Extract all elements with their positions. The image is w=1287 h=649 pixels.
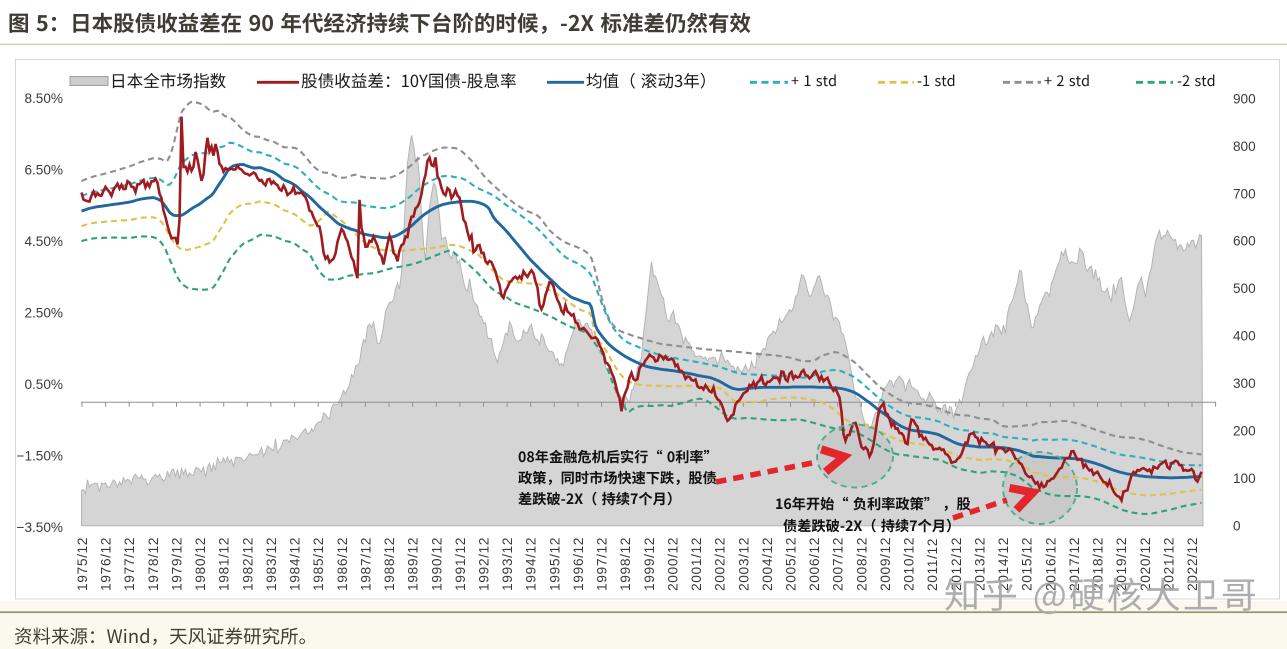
svg-text:1987/12: 1987/12 bbox=[358, 537, 373, 591]
svg-text:2022/12: 2022/12 bbox=[1185, 537, 1200, 591]
svg-text:1984/12: 1984/12 bbox=[288, 537, 303, 591]
svg-text:0: 0 bbox=[1233, 518, 1241, 533]
svg-text:1998/12: 1998/12 bbox=[618, 537, 633, 591]
svg-text:2013/12: 2013/12 bbox=[972, 537, 987, 591]
svg-text:1978/12: 1978/12 bbox=[146, 537, 161, 591]
svg-text:1996/12: 1996/12 bbox=[571, 537, 586, 591]
svg-text:2021/12: 2021/12 bbox=[1161, 537, 1176, 591]
svg-text:2009/12: 2009/12 bbox=[878, 537, 893, 591]
svg-text:6.50%: 6.50% bbox=[24, 162, 63, 177]
svg-text:1976/12: 1976/12 bbox=[99, 537, 114, 591]
svg-text:2015/12: 2015/12 bbox=[1020, 537, 1035, 591]
svg-text:1983/12: 1983/12 bbox=[264, 537, 279, 591]
svg-text:1988/12: 1988/12 bbox=[382, 537, 397, 591]
svg-text:600: 600 bbox=[1233, 234, 1256, 249]
svg-text:2005/12: 2005/12 bbox=[784, 537, 799, 591]
svg-text:2012/12: 2012/12 bbox=[949, 537, 964, 591]
svg-text:1980/12: 1980/12 bbox=[193, 537, 208, 591]
svg-text:400: 400 bbox=[1233, 329, 1256, 344]
svg-text:1989/12: 1989/12 bbox=[406, 537, 421, 591]
svg-text:1985/12: 1985/12 bbox=[311, 537, 326, 591]
svg-text:500: 500 bbox=[1233, 281, 1256, 296]
svg-text:200: 200 bbox=[1233, 424, 1256, 439]
svg-text:1982/12: 1982/12 bbox=[240, 537, 255, 591]
svg-text:1979/12: 1979/12 bbox=[170, 537, 185, 591]
svg-text:−1.50%: −1.50% bbox=[17, 449, 63, 464]
svg-text:2001/12: 2001/12 bbox=[689, 537, 704, 591]
svg-text:2020/12: 2020/12 bbox=[1138, 537, 1153, 591]
svg-text:1994/12: 1994/12 bbox=[524, 537, 539, 591]
svg-text:1977/12: 1977/12 bbox=[122, 537, 137, 591]
svg-text:1986/12: 1986/12 bbox=[335, 537, 350, 591]
svg-text:1981/12: 1981/12 bbox=[217, 537, 232, 591]
svg-text:2006/12: 2006/12 bbox=[807, 537, 822, 591]
svg-text:2014/12: 2014/12 bbox=[996, 537, 1011, 591]
svg-text:2004/12: 2004/12 bbox=[760, 537, 775, 591]
svg-text:1997/12: 1997/12 bbox=[595, 537, 610, 591]
svg-text:2007/12: 2007/12 bbox=[831, 537, 846, 591]
svg-text:300: 300 bbox=[1233, 376, 1256, 391]
svg-text:2019/12: 2019/12 bbox=[1114, 537, 1129, 591]
svg-text:1993/12: 1993/12 bbox=[500, 537, 515, 591]
svg-text:2017/12: 2017/12 bbox=[1067, 537, 1082, 591]
svg-text:2000/12: 2000/12 bbox=[665, 537, 680, 591]
svg-text:2016/12: 2016/12 bbox=[1043, 537, 1058, 591]
svg-text:2002/12: 2002/12 bbox=[713, 537, 728, 591]
svg-text:2003/12: 2003/12 bbox=[736, 537, 751, 591]
svg-text:8.50%: 8.50% bbox=[24, 91, 63, 106]
svg-text:2018/12: 2018/12 bbox=[1091, 537, 1106, 591]
svg-text:1991/12: 1991/12 bbox=[453, 537, 468, 591]
svg-text:1995/12: 1995/12 bbox=[547, 537, 562, 591]
svg-text:0.50%: 0.50% bbox=[24, 377, 63, 392]
svg-text:2010/12: 2010/12 bbox=[902, 537, 917, 591]
svg-text:700: 700 bbox=[1233, 186, 1256, 201]
svg-text:1992/12: 1992/12 bbox=[477, 537, 492, 591]
svg-text:1990/12: 1990/12 bbox=[429, 537, 444, 591]
svg-text:4.50%: 4.50% bbox=[24, 234, 63, 249]
svg-text:2.50%: 2.50% bbox=[24, 306, 63, 321]
svg-text:1975/12: 1975/12 bbox=[75, 537, 90, 591]
svg-text:800: 800 bbox=[1233, 139, 1256, 154]
svg-text:2011/12: 2011/12 bbox=[925, 538, 940, 591]
svg-text:1999/12: 1999/12 bbox=[642, 537, 657, 591]
svg-text:900: 900 bbox=[1233, 91, 1256, 106]
svg-text:2008/12: 2008/12 bbox=[854, 537, 869, 591]
svg-text:−3.50%: −3.50% bbox=[17, 520, 63, 535]
svg-text:100: 100 bbox=[1233, 471, 1256, 486]
